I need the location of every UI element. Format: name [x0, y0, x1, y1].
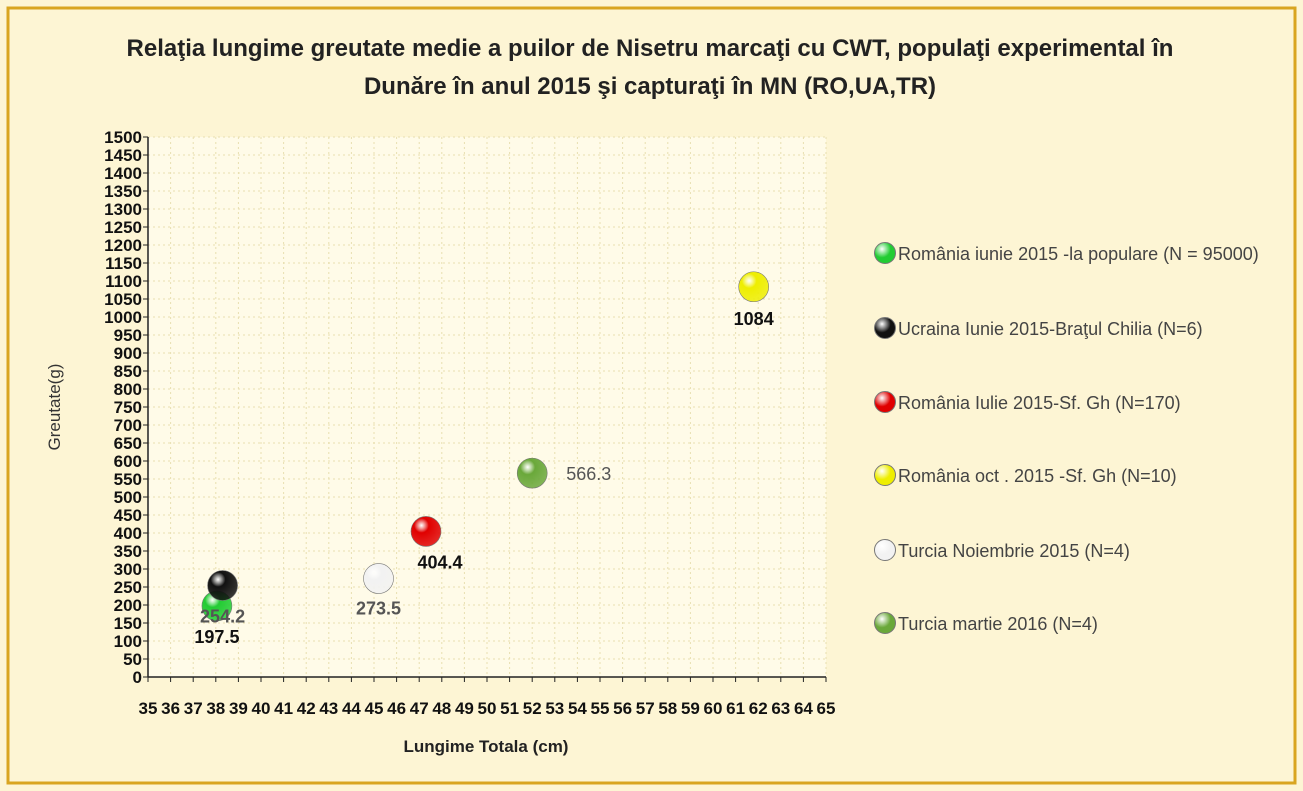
legend-item: România iunie 2015 -la populare (N = 950… — [874, 240, 1274, 268]
legend-marker — [874, 464, 896, 486]
x-tick-label: 63 — [771, 699, 790, 718]
y-tick-label: 100 — [114, 632, 142, 651]
legend-label: Turcia martie 2016 (N=4) — [898, 614, 1098, 634]
x-tick-label: 58 — [658, 699, 677, 718]
x-tick-label: 65 — [817, 699, 836, 718]
y-tick-label: 1200 — [104, 236, 142, 255]
x-tick-label: 52 — [523, 699, 542, 718]
x-tick-label: 37 — [184, 699, 203, 718]
point — [410, 516, 442, 547]
y-tick-label: 1100 — [105, 272, 142, 291]
y-tick-label: 650 — [114, 434, 142, 453]
y-tick-label: 1350 — [104, 182, 142, 201]
x-tick-label: 49 — [455, 699, 474, 718]
y-tick-label: 200 — [114, 596, 142, 615]
x-tick-label: 64 — [794, 699, 813, 718]
chart-border — [6, 6, 1297, 785]
x-tick-label: 62 — [749, 699, 768, 718]
y-tick-label: 1000 — [104, 308, 142, 327]
y-tick-label: 250 — [114, 578, 142, 597]
y-tick-label: 750 — [114, 398, 142, 417]
x-tick-label: 44 — [342, 699, 361, 718]
y-tick-label: 450 — [114, 506, 142, 525]
x-tick-label: 54 — [568, 699, 587, 718]
x-tick-label: 46 — [387, 699, 406, 718]
legend-marker — [874, 242, 896, 264]
y-tick-label: 550 — [114, 470, 142, 489]
legend-item: România oct . 2015 -Sf. Gh (N=10) — [874, 462, 1274, 490]
data-label: 254.2 — [200, 606, 245, 626]
legend-label: România iunie 2015 -la populare (N = 950… — [898, 244, 1259, 264]
y-tick-label: 1250 — [104, 218, 142, 237]
x-tick-label: 47 — [410, 699, 429, 718]
y-tick-label: 350 — [114, 542, 142, 561]
y-tick-label: 400 — [114, 524, 142, 543]
y-tick-label: 1500 — [104, 128, 142, 147]
legend-label: Turcia Noiembrie 2015 (N=4) — [898, 541, 1130, 561]
y-tick-label: 300 — [114, 560, 142, 579]
y-tick-label: 950 — [114, 326, 142, 345]
y-tick-label: 700 — [114, 416, 142, 435]
point — [207, 570, 238, 601]
point — [516, 457, 548, 489]
legend-marker — [874, 612, 896, 634]
y-tick-label: 50 — [123, 650, 142, 669]
x-tick-label: 50 — [478, 699, 497, 718]
x-tick-label: 57 — [636, 699, 655, 718]
x-tick-label: 56 — [613, 699, 632, 718]
chart-title: Relaţia lungime greutate medie a puilor … — [126, 35, 1174, 100]
x-tick-label: 53 — [545, 699, 564, 718]
data-label: 1084 — [734, 309, 774, 329]
y-tick-label: 800 — [114, 380, 142, 399]
y-tick-label: 150 — [114, 614, 142, 633]
legend-marker — [874, 391, 896, 413]
point — [738, 271, 769, 303]
data-label: 566.3 — [566, 464, 611, 484]
x-tick-label: 43 — [319, 699, 338, 718]
legend-item: Turcia martie 2016 (N=4) — [874, 610, 1274, 638]
y-tick-label: 500 — [114, 488, 142, 507]
y-tick-label: 1450 — [104, 146, 142, 165]
x-tick-label: 51 — [500, 699, 519, 718]
legend-label: Ucraina Iunie 2015-Braţul Chilia (N=6) — [898, 319, 1203, 339]
y-tick-label: 0 — [133, 668, 142, 687]
x-tick-label: 40 — [252, 699, 271, 718]
y-tick-label: 1150 — [105, 254, 142, 273]
data-label: 197.5 — [194, 627, 239, 647]
legend-marker — [874, 317, 896, 339]
y-tick-label: 1050 — [104, 290, 142, 309]
y-tick-label: 900 — [114, 344, 142, 363]
x-tick-label: 48 — [432, 699, 451, 718]
legend-item: Turcia Noiembrie 2015 (N=4) — [874, 537, 1274, 565]
legend-label: România Iulie 2015-Sf. Gh (N=170) — [898, 393, 1181, 413]
data-label: 404.4 — [417, 552, 462, 572]
x-tick-label: 60 — [704, 699, 723, 718]
legend-marker — [874, 539, 896, 561]
x-tick-label: 35 — [139, 699, 158, 718]
x-tick-label: 45 — [365, 699, 384, 718]
x-tick-label: 36 — [161, 699, 180, 718]
x-tick-label: 55 — [591, 699, 610, 718]
x-tick-label: 38 — [206, 699, 225, 718]
x-tick-label: 42 — [297, 699, 316, 718]
x-tick-label: 61 — [726, 699, 745, 718]
y-tick-label: 1400 — [104, 164, 142, 183]
y-tick-label: 850 — [114, 362, 142, 381]
y-tick-label: 600 — [114, 452, 142, 471]
y-tick-label: 1300 — [104, 200, 142, 219]
legend-label: România oct . 2015 -Sf. Gh (N=10) — [898, 466, 1177, 486]
x-tick-label: 41 — [274, 699, 293, 718]
data-label: 273.5 — [356, 599, 401, 619]
legend-item: România Iulie 2015-Sf. Gh (N=170) — [874, 389, 1274, 417]
y-axis-title: Greutate(g) — [45, 364, 64, 451]
point — [363, 563, 394, 594]
x-tick-label: 39 — [229, 699, 248, 718]
x-tick-label: 59 — [681, 699, 700, 718]
legend-item: Ucraina Iunie 2015-Braţul Chilia (N=6) — [874, 315, 1274, 343]
x-axis-title: Lungime Totala (cm) — [404, 737, 569, 756]
